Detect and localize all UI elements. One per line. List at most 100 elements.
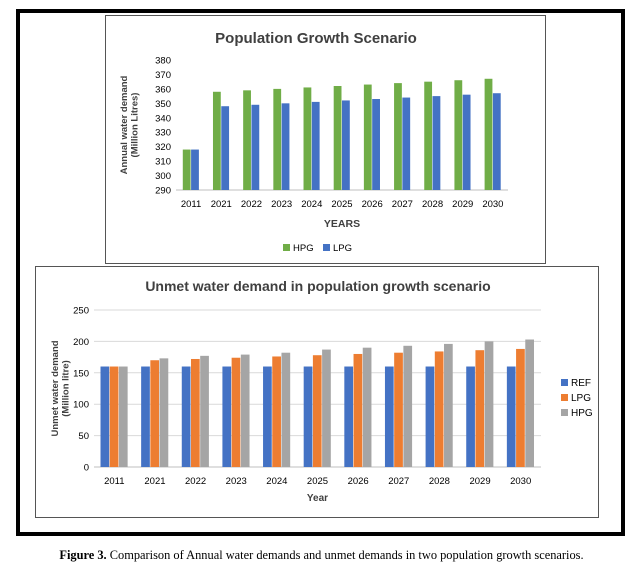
unmet-chart-bar-lpg (353, 353, 363, 467)
unmet-chart-bar-hpg (444, 343, 453, 467)
demand-chart-ytick-label: 310 (155, 157, 171, 168)
demand-chart-bar-hpg (484, 78, 493, 190)
unmet-chart-bar-hpg (281, 352, 291, 467)
unmet-chart-bar-ref (384, 366, 394, 467)
unmet-chart-bar-lpg (231, 357, 241, 467)
unmet-chart-xtick-label: 2028 (429, 476, 450, 487)
demand-chart-bar-lpg (191, 149, 199, 190)
demand-chart-ytick-label: 370 (155, 70, 171, 81)
unmet-chart-bar-lpg (394, 352, 403, 467)
unmet-chart-bar-ref (181, 366, 191, 467)
unmet-chart-ytick-label: 150 (73, 368, 89, 379)
demand-chart-ytick-label: 350 (155, 99, 171, 110)
demand-chart-ytick-label: 300 (155, 171, 171, 182)
demand-chart-bar-hpg (182, 149, 191, 190)
unmet-chart-ytick-label: 200 (73, 337, 89, 348)
unmet-chart-bar-hpg (525, 339, 534, 467)
demand-chart-bar-lpg (432, 96, 441, 190)
unmet-chart-ytick-label: 100 (73, 400, 89, 411)
demand-chart-legend-swatch-hpg (283, 244, 290, 251)
demand-chart-ylabel-line: (Million Litres) (130, 93, 141, 158)
unmet-chart-xtick-label: 2030 (510, 476, 531, 487)
demand-chart-xtick-label: 2023 (271, 199, 292, 210)
unmet-chart-bar-hpg (240, 354, 250, 467)
demand-chart-xtick-label: 2030 (482, 199, 503, 210)
chart-svg-unmet-demand: Unmet water demand in population growth … (50, 278, 593, 504)
chart-panel-unmet-demand: Unmet water demand in population growth … (35, 266, 599, 518)
unmet-chart-bar-hpg (484, 341, 494, 467)
unmet-chart-bar-lpg (516, 348, 525, 467)
demand-chart-bar-hpg (273, 88, 282, 190)
unmet-chart-bar-lpg (434, 351, 444, 467)
unmet-chart-bar-lpg (272, 356, 281, 467)
unmet-chart-bar-lpg (312, 355, 322, 467)
unmet-chart-xtick-label: 2025 (307, 476, 328, 487)
demand-chart-bar-lpg (492, 93, 501, 190)
unmet-chart-xtick-label: 2024 (266, 476, 287, 487)
demand-chart-bar-hpg (394, 83, 402, 190)
demand-chart-bar-lpg (372, 99, 380, 190)
unmet-chart-ytick-label: 250 (73, 306, 89, 317)
unmet-chart-ylabel: Unmet water demand(Million litre) (50, 340, 72, 436)
unmet-chart-legend-swatch-lpg (561, 394, 568, 401)
unmet-chart-bar-ref (263, 366, 272, 467)
demand-chart-bar-hpg (363, 84, 372, 190)
demand-chart-xtick-label: 2029 (452, 199, 473, 210)
unmet-chart-bar-hpg (362, 347, 372, 467)
unmet-chart-bar-lpg (190, 358, 200, 467)
demand-chart-ytick-label: 320 (155, 142, 171, 153)
unmet-chart-legend-swatch-ref (561, 379, 568, 386)
unmet-chart-bar-hpg (159, 358, 169, 467)
chart-svg-population-growth: Population Growth Scenario 290 300 310 320 33… (119, 30, 508, 254)
unmet-chart-xtick-label: 2021 (144, 476, 165, 487)
unmet-chart-bar-hpg (403, 345, 413, 467)
demand-chart-xtick-label: 2021 (211, 199, 232, 210)
demand-chart-xtick-label: 2027 (392, 199, 413, 210)
unmet-chart-bar-ref (303, 366, 313, 467)
demand-chart-bar-hpg (303, 87, 312, 190)
demand-chart-bar-hpg (424, 81, 433, 190)
demand-chart-ylabel: Annual water demand(Million Litres) (119, 75, 141, 174)
unmet-chart-bar-lpg (109, 366, 119, 467)
unmet-chart-bar-hpg (118, 366, 128, 467)
demand-chart-xtick-label: 2028 (422, 199, 443, 210)
demand-chart-bar-lpg (462, 94, 471, 190)
unmet-chart-xtick-label: 2023 (226, 476, 247, 487)
unmet-chart-bar-ref (425, 366, 435, 467)
demand-chart-bar-lpg (221, 106, 230, 190)
demand-chart-bar-lpg (402, 97, 411, 190)
demand-chart-bar-lpg (311, 101, 320, 190)
unmet-chart-legend-swatch-hpg (561, 409, 568, 416)
unmet-chart-bar-lpg (150, 360, 160, 467)
demand-chart-xlabel: YEARS (324, 218, 360, 230)
demand-chart-xtick-label: 2011 (181, 199, 201, 210)
unmet-chart-xtick-label: 2027 (388, 476, 409, 487)
demand-chart-bar-hpg (243, 90, 251, 190)
unmet-chart-xtick-label: 2029 (469, 476, 490, 487)
demand-chart-legend-label: LPG (333, 243, 352, 254)
unmet-chart-xtick-label: 2026 (348, 476, 369, 487)
unmet-chart-bar-hpg (322, 349, 331, 467)
unmet-chart-bar-lpg (475, 350, 485, 467)
unmet-chart-legend-label: HPG (571, 408, 593, 419)
unmet-chart-bar-ref (466, 366, 475, 467)
unmet-chart-ylabel-line: Unmet water demand (50, 340, 61, 436)
figure-caption: Figure 3. Comparison of Annual water dem… (0, 548, 643, 563)
demand-chart-bar-hpg (333, 86, 342, 190)
demand-chart-bar-lpg (342, 100, 350, 190)
demand-chart-bar-hpg (454, 80, 463, 190)
unmet-chart-ylabel-line: (Million litre) (61, 360, 72, 416)
unmet-chart-bar-ref (506, 366, 516, 467)
unmet-chart-bar-hpg (200, 355, 209, 467)
demand-chart-title: Population Growth Scenario (215, 30, 417, 47)
demand-chart-legend-label: HPG (293, 243, 314, 254)
unmet-chart-legend-label: REF (571, 378, 591, 389)
caption-text: Comparison of Annual water demands and u… (106, 548, 584, 562)
demand-chart-ylabel-line: Annual water demand (119, 75, 130, 174)
demand-chart-bar-lpg (251, 104, 260, 190)
demand-chart-ytick-label: 290 (155, 186, 171, 197)
demand-chart-xtick-label: 2025 (331, 199, 352, 210)
unmet-chart-ytick-label: 50 (78, 431, 89, 442)
demand-chart-ytick-label: 330 (155, 128, 171, 139)
demand-chart-xtick-label: 2022 (241, 199, 262, 210)
